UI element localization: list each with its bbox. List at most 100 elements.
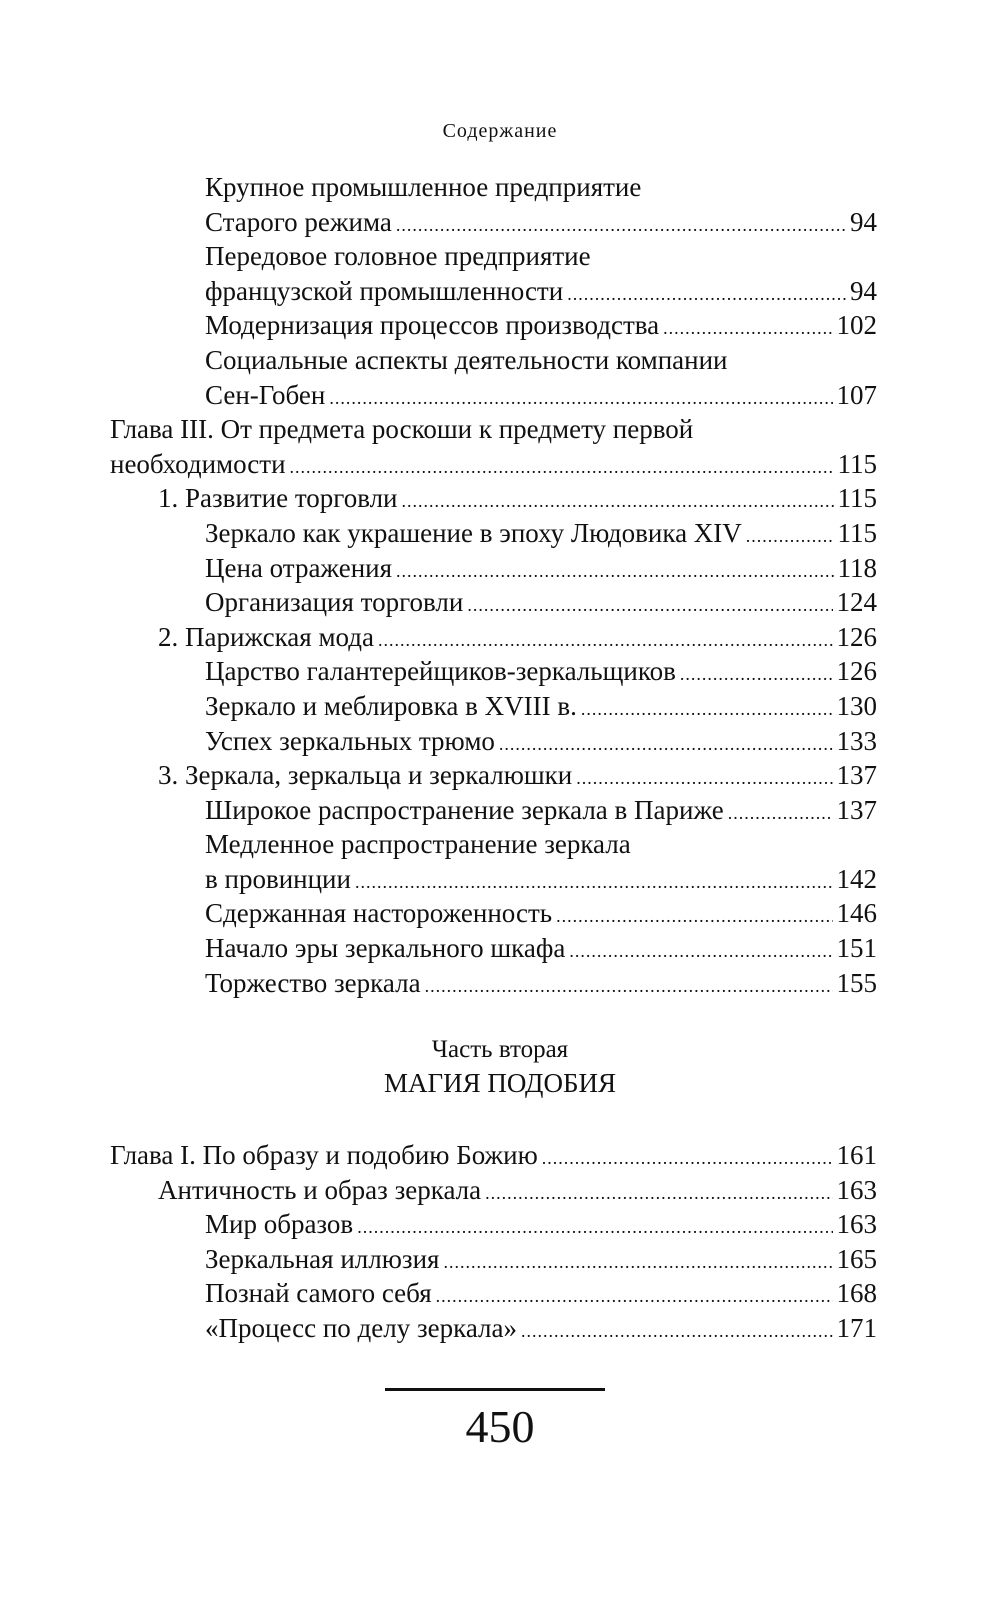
toc-entry-line: Организация торговли 124 <box>110 585 877 620</box>
toc-entry-title: Начало эры зеркального шкафа <box>205 933 566 964</box>
toc-entry-line: в провинции 142 <box>110 862 877 897</box>
dot-leader <box>329 378 832 413</box>
toc-page-number: 94 <box>850 206 877 237</box>
toc-page-number: 171 <box>836 1312 878 1343</box>
toc-entry-line: Глава III. От предмета роскоши к предмет… <box>110 412 877 447</box>
toc-entry-title: «Процесс по делу зеркала» <box>205 1312 518 1343</box>
dot-leader <box>728 793 833 828</box>
dot-leader <box>355 862 833 897</box>
dot-leader <box>663 308 832 343</box>
dot-leader <box>680 654 833 689</box>
dot-leader <box>581 689 833 724</box>
toc-entry-line: 1. Развитие торговли 115 <box>110 481 877 516</box>
toc-entry-line: Сдержанная настороженность 146 <box>110 896 877 931</box>
toc-entry-title: Успех зеркальных трюмо <box>205 725 495 756</box>
toc-entry-title: Глава I. По образу и подобию Божию <box>110 1140 538 1170</box>
toc-entry-title: Широкое распространение зеркала в Париже <box>205 794 724 825</box>
toc-entry-line: Начало эры зеркального шкафа 151 <box>110 931 877 966</box>
dot-leader <box>396 551 833 586</box>
dot-leader <box>556 896 832 931</box>
toc-page-number: 115 <box>837 483 878 514</box>
toc-entry-line: французской промышленности 94 <box>110 274 877 309</box>
toc-entry-title: Торжество зеркала <box>205 967 421 998</box>
part-label: Часть вторая <box>431 1036 569 1063</box>
toc-page-number: 126 <box>836 656 878 687</box>
toc-section-part-two: Глава I. По образу и подобию Божию161Ант… <box>110 1138 877 1346</box>
toc-page-number: 118 <box>837 552 878 583</box>
dot-leader <box>425 966 833 1001</box>
dot-leader <box>290 447 834 482</box>
toc-entry-title: Передовое головное предприятие <box>205 241 591 272</box>
toc-page-number: 130 <box>836 690 878 721</box>
toc-entry-title: французской промышленности <box>205 275 564 306</box>
toc-entry-title: Зеркало и меблировка в XVIII в. <box>205 690 577 721</box>
toc-page-number: 163 <box>836 1174 878 1205</box>
toc-entry-title: Медленное распространение зеркала <box>205 829 631 860</box>
toc-entry-title: Зеркальная иллюзия <box>205 1243 440 1274</box>
toc-page-number: 168 <box>836 1278 878 1309</box>
toc-entry-line: Успех зеркальных трюмо 133 <box>110 724 877 759</box>
toc-entry-title: Организация торговли <box>205 587 464 618</box>
toc-entry-line: Социальные аспекты деятельности компании <box>110 343 877 378</box>
toc-entry-line: Античность и образ зеркала 163 <box>110 1173 877 1208</box>
toc-entry-line: Мир образов 163 <box>110 1207 877 1242</box>
toc-entry-line: Сен-Гобен 107 <box>110 378 877 413</box>
toc-entry-title: Цена отражения <box>205 552 393 583</box>
dot-leader <box>485 1173 832 1208</box>
dot-leader <box>576 758 832 793</box>
toc-entry-title: Модернизация процессов производства <box>205 310 660 341</box>
toc-entry-title: Сдержанная настороженность <box>205 898 553 929</box>
toc-entry-line: Торжество зеркала 155 <box>110 966 877 1001</box>
running-head: Содержание <box>442 120 558 142</box>
toc-page-number: 146 <box>836 898 878 929</box>
dot-leader <box>499 724 833 759</box>
toc-entry-title: Старого режима <box>205 206 392 237</box>
toc-page-number: 163 <box>836 1209 878 1240</box>
dot-leader <box>436 1276 833 1311</box>
dot-leader <box>402 481 834 516</box>
dot-leader <box>378 620 833 655</box>
toc-page-number: 151 <box>836 933 878 964</box>
footer-rule <box>385 1388 605 1391</box>
toc-entry-line: Цена отражения 118 <box>110 551 877 586</box>
toc-page-number: 142 <box>836 863 878 894</box>
dot-leader <box>467 585 832 620</box>
dot-leader <box>396 205 846 240</box>
dot-leader <box>746 516 834 551</box>
dot-leader <box>569 931 832 966</box>
toc-entry-title: 3. Зеркала, зеркальца и зеркалюшки <box>158 760 573 791</box>
toc-entry-title: Царство галантерейщиков-зеркальщиков <box>205 656 676 687</box>
toc-entry-title: 1. Развитие торговли <box>158 483 398 514</box>
toc-page-number: 165 <box>836 1243 878 1274</box>
toc-entry-line: Широкое распространение зеркала в Париже… <box>110 793 877 828</box>
toc-page-number: 115 <box>837 448 878 479</box>
toc-entry-title: Античность и образ зеркала <box>158 1174 482 1205</box>
toc-page-number: 94 <box>850 275 877 306</box>
toc-page-number: 133 <box>836 725 878 756</box>
toc-entry-title: 2. Парижская мода <box>158 621 374 652</box>
toc-entry-title: в провинции <box>205 863 351 894</box>
toc-entry-line: Зеркало и меблировка в XVIII в. 130 <box>110 689 877 724</box>
toc-page-number: 107 <box>836 379 878 410</box>
toc-entry-line: Медленное распространение зеркала <box>110 827 877 862</box>
toc-entry-line: Зеркальная иллюзия 165 <box>110 1242 877 1277</box>
toc-entry-line: Передовое головное предприятие <box>110 239 877 274</box>
toc-page-number: 124 <box>836 587 878 618</box>
toc-entry-line: Старого режима 94 <box>110 205 877 240</box>
toc-page-number: 102 <box>836 310 878 341</box>
toc-entry-title: Мир образов <box>205 1209 354 1240</box>
toc-entry-line: Познай самого себя 168 <box>110 1276 877 1311</box>
dot-leader <box>443 1242 832 1277</box>
toc-entry-line: Модернизация процессов производства 102 <box>110 308 877 343</box>
page-number: 450 <box>465 1401 535 1452</box>
toc-entry-line: «Процесс по делу зеркала» 171 <box>110 1311 877 1346</box>
toc-entry-title: Сен-Гобен <box>205 379 326 410</box>
toc-entry-title: Глава III. От предмета роскоши к предмет… <box>110 414 694 445</box>
dot-leader <box>542 1138 833 1173</box>
toc-entry-line: Царство галантерейщиков-зеркальщиков 126 <box>110 654 877 689</box>
toc-entry-line: 2. Парижская мода 126 <box>110 620 877 655</box>
toc-page-number: 137 <box>836 794 878 825</box>
toc-page-number: 126 <box>836 621 878 652</box>
toc-entry-title: Социальные аспекты деятельности компании <box>205 344 728 375</box>
toc-entry-line: 3. Зеркала, зеркальца и зеркалюшки 137 <box>110 758 877 793</box>
